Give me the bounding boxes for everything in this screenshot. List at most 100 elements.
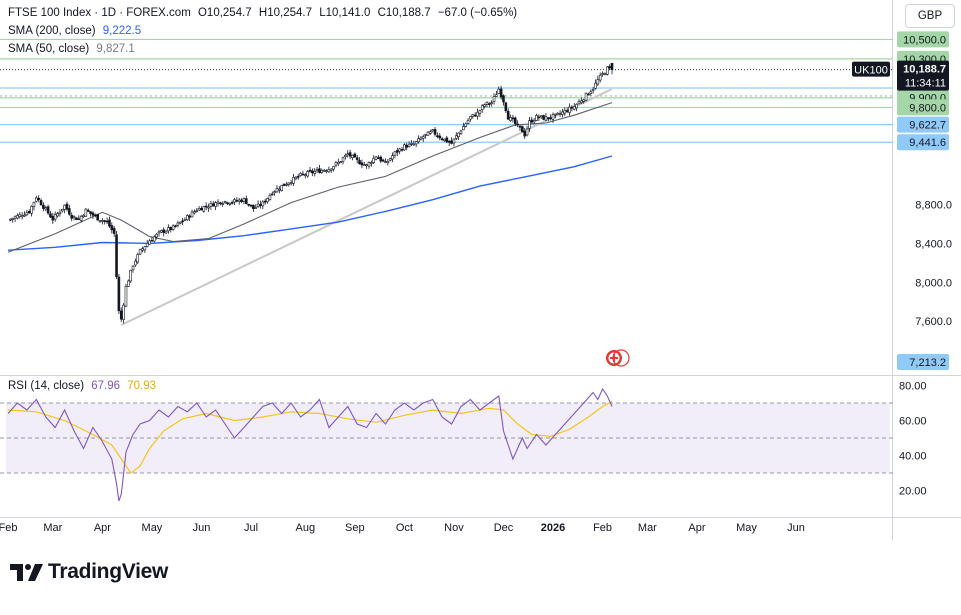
candle-body	[374, 156, 378, 160]
candle-body	[391, 155, 394, 160]
symbol-tag-box	[852, 61, 890, 77]
candle-body	[249, 204, 253, 207]
candle-body	[89, 211, 92, 214]
candle-body	[417, 138, 420, 143]
candle-body	[138, 249, 142, 255]
candle-body	[103, 220, 107, 222]
candle-body	[308, 169, 312, 172]
candle-body	[525, 128, 529, 136]
uk-event-marker-icon[interactable]	[606, 349, 630, 367]
candle-body	[329, 168, 333, 171]
candle-body	[84, 208, 88, 217]
candle-body	[384, 161, 387, 164]
candle-body	[480, 105, 484, 111]
candle-body	[37, 197, 40, 200]
price-labels: 10,500.010,300.010,000.09,918.19,900.09,…	[852, 31, 949, 370]
candle-body	[91, 212, 95, 216]
candle-body	[370, 162, 373, 164]
candle-body	[303, 174, 307, 176]
candle-body	[115, 234, 118, 278]
candle-body	[589, 91, 593, 94]
candle-body	[459, 130, 463, 134]
candle-body	[18, 214, 22, 217]
sma50-legend[interactable]: SMA (50, close) 9,827.1	[8, 43, 139, 55]
candle-body	[9, 218, 12, 221]
candle-body	[219, 202, 222, 205]
candle-body	[506, 110, 510, 120]
rsi-axis-tick-0: 80.00	[899, 381, 927, 393]
tradingview-logo-icon	[10, 564, 43, 581]
sma-layer	[7, 102, 613, 253]
candle-body	[282, 183, 286, 186]
candle-body	[499, 88, 503, 98]
time-axis-tick-5: Jul	[244, 522, 258, 534]
candle-body	[244, 198, 248, 204]
candle-body	[311, 170, 314, 174]
change-value: −67.0 (−0.65%)	[437, 7, 518, 19]
last-price-value: 10,188.7	[903, 64, 946, 76]
candle-body	[572, 106, 576, 110]
candle-body	[601, 73, 604, 75]
price-axis-tick-7: 8,000.0	[915, 277, 952, 289]
close-value: C10,188.7	[377, 7, 431, 19]
candle-body	[167, 227, 170, 232]
candle-body	[101, 220, 104, 222]
price-pane[interactable]	[0, 0, 893, 376]
candle-body	[367, 162, 371, 167]
time-axis-tick-9: Nov	[444, 522, 464, 534]
candle-body	[25, 212, 29, 216]
candle-body	[388, 158, 392, 161]
symbol-title[interactable]: FTSE 100 Index · 1D · FOREX.com	[8, 7, 191, 19]
candle-body	[197, 207, 201, 211]
candle-body	[56, 213, 59, 217]
candle-body	[466, 120, 470, 124]
candle-body	[419, 137, 423, 140]
price-axis-tick-6: 8,400.0	[915, 238, 952, 250]
candle-body	[252, 204, 255, 210]
candle-body	[186, 215, 189, 221]
candle-body	[433, 129, 437, 135]
candle-body	[112, 228, 116, 234]
candle-body	[254, 207, 258, 209]
rsi-axis-tick-2: 40.00	[899, 451, 927, 463]
candle-body	[35, 197, 38, 202]
candle-body	[521, 126, 524, 133]
candle-body	[337, 161, 340, 165]
candle-body	[195, 210, 199, 212]
candle-body	[582, 99, 585, 102]
candle-body	[518, 125, 522, 128]
candle-body	[242, 198, 246, 202]
candle-body	[341, 157, 345, 162]
candle-body	[471, 114, 475, 117]
candle-body	[332, 166, 335, 170]
candle-body	[60, 208, 64, 212]
rsi-pane[interactable]	[0, 376, 893, 518]
sma200-legend[interactable]: SMA (200, close) 9,222.5	[8, 25, 145, 37]
candle-body	[96, 214, 99, 221]
level-label-7: 9,441.6	[909, 137, 946, 149]
candle-body	[171, 225, 175, 230]
candle-body	[346, 153, 350, 156]
candle-body	[608, 66, 611, 69]
currency-button[interactable]: GBP	[905, 4, 955, 28]
candle-body	[429, 131, 432, 134]
candle-body	[490, 102, 493, 104]
candle-body	[211, 203, 215, 207]
candle-body	[452, 138, 456, 144]
candle-body	[412, 143, 416, 146]
candle-body	[110, 225, 114, 231]
rsi-legend[interactable]: RSI (14, close) 67.96 70.93	[8, 380, 160, 392]
candle-body	[440, 138, 444, 140]
candle-body	[558, 113, 562, 115]
candle-body	[46, 206, 50, 214]
candle-body	[13, 216, 17, 219]
rsi-line	[7, 387, 613, 502]
candle-body	[289, 182, 293, 184]
level-label-box-7	[897, 134, 949, 151]
candle-body	[450, 140, 453, 144]
candle-body	[537, 116, 541, 119]
candle-body	[386, 161, 390, 164]
tradingview-logo[interactable]: TradingView	[10, 560, 168, 584]
candle-body	[431, 129, 434, 132]
